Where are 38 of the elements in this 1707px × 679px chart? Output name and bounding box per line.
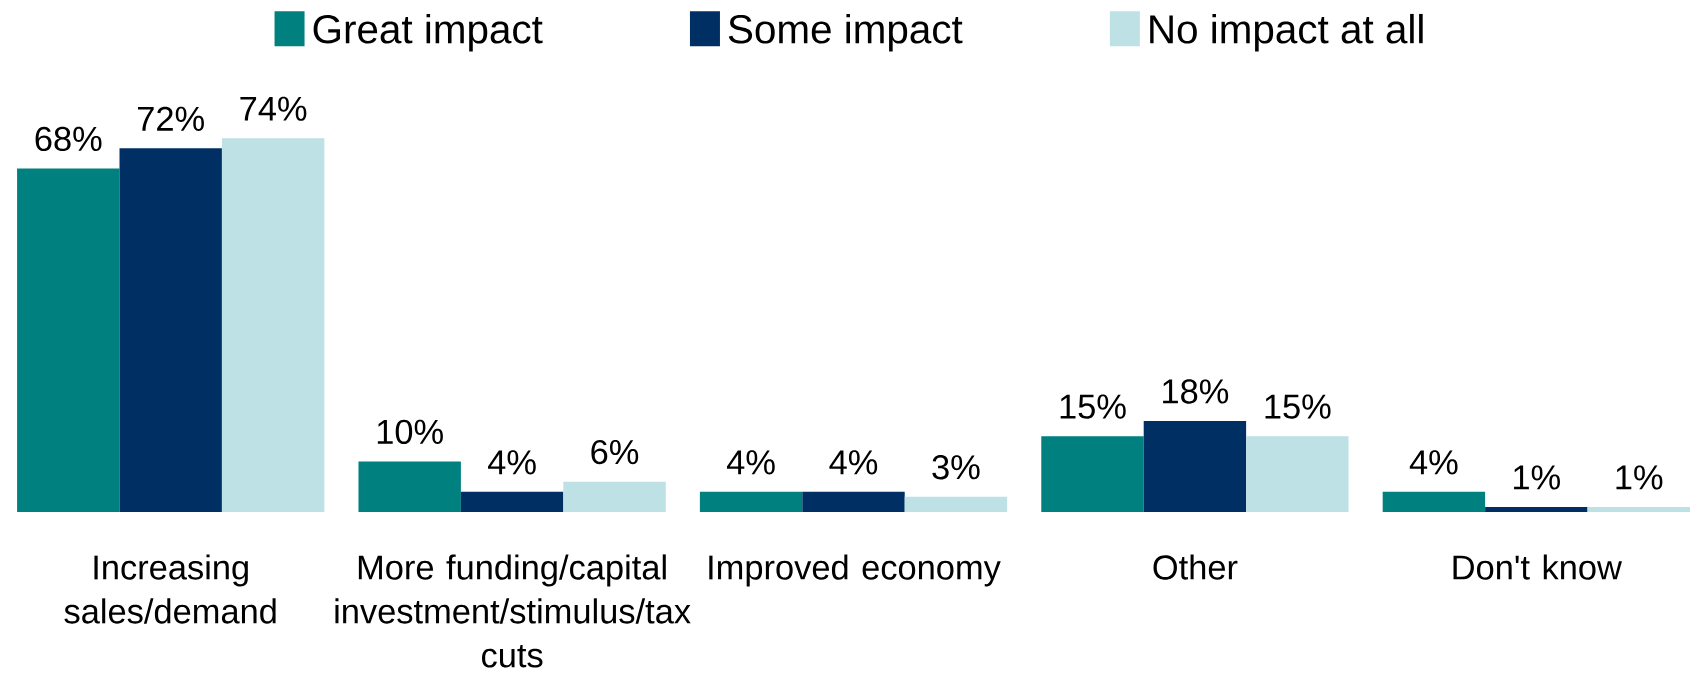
data-label: 4% [487, 450, 536, 475]
bar [1041, 436, 1144, 512]
data-label: 74% [240, 96, 307, 121]
data-label: 10% [377, 419, 443, 445]
data-label: 15% [1265, 394, 1331, 419]
legend-label: No impact at all [1150, 13, 1423, 52]
bar [1485, 506, 1588, 512]
bar [1246, 436, 1349, 512]
x-tick-label: More funding/capital investment/stimulus/tax cuts [335, 554, 691, 668]
bar [802, 491, 905, 512]
data-label: 72% [138, 106, 204, 131]
data-label: 1% [1616, 465, 1663, 490]
data-label: 18% [1163, 379, 1229, 404]
bar [221, 138, 325, 512]
data-label: 1% [1514, 465, 1560, 490]
bar [1587, 506, 1690, 512]
x-tick-label: Don't know [1453, 554, 1622, 580]
bar [563, 481, 666, 512]
bar [904, 496, 1008, 512]
x-tick-label: Increasing sales/demand [64, 554, 276, 624]
bar [699, 491, 803, 512]
data-label: 68% [35, 126, 102, 152]
x-tick-label: Other [1153, 554, 1238, 580]
bar [119, 148, 222, 512]
data-label: 4% [726, 450, 775, 475]
data-label: 4% [829, 450, 878, 475]
data-label: 6% [591, 439, 639, 465]
data-label: 3% [932, 455, 980, 480]
bar [460, 491, 564, 512]
data-label: 4% [1409, 450, 1458, 475]
bar [17, 168, 120, 512]
bar [358, 461, 461, 512]
legend-label: Some impact [728, 13, 963, 52]
data-label: 15% [1060, 394, 1126, 419]
x-tick-label: Improved economy [709, 554, 1001, 587]
bar [1143, 421, 1247, 512]
bar [1382, 491, 1486, 512]
legend-label: Great impact [313, 13, 543, 52]
